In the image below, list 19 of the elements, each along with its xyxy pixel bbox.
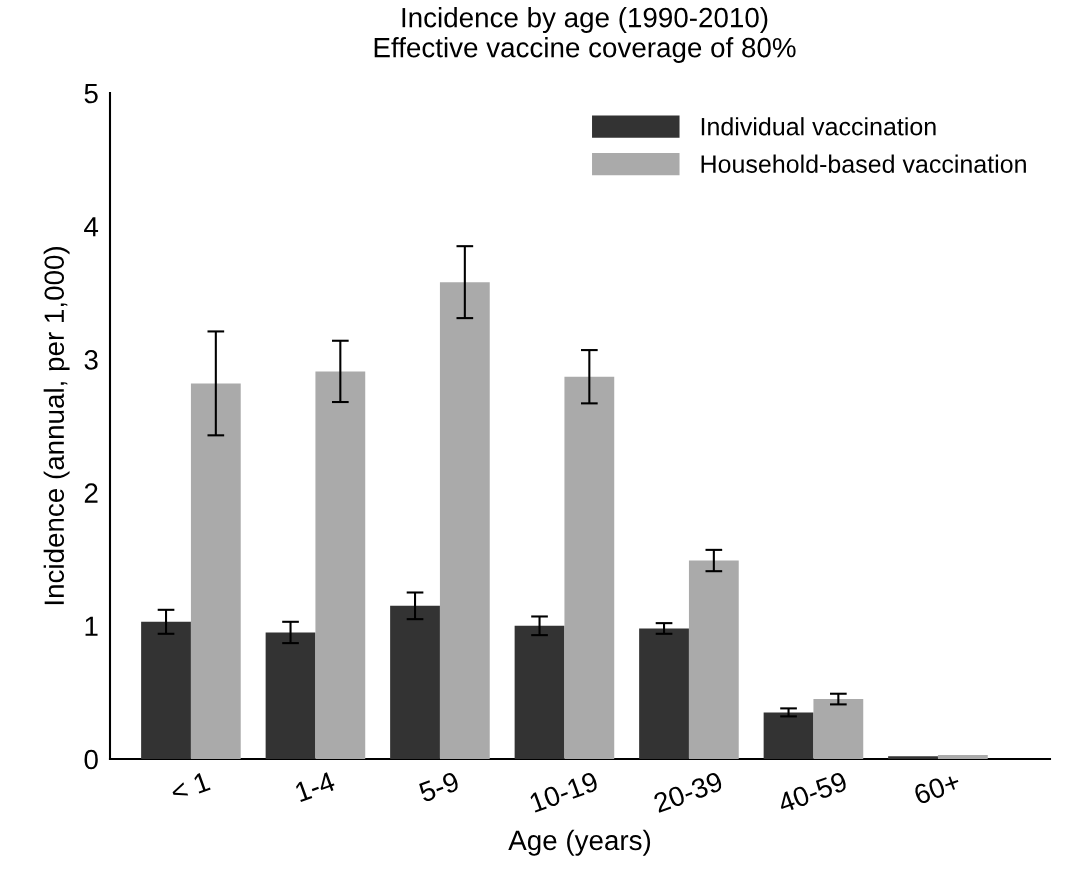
x-tick-label: 40-59 xyxy=(776,771,849,814)
chart-subtitle: Effective vaccine coverage of 80% xyxy=(374,37,796,63)
x-axis-title: Age (years) xyxy=(508,829,651,856)
x-tick-label: 5-9 xyxy=(417,771,461,803)
legend-label: Individual vaccination xyxy=(701,117,936,136)
y-tick-label: 2 xyxy=(84,483,98,503)
y-tick-label: 5 xyxy=(84,83,98,104)
legend-label: Household-based vaccination xyxy=(701,154,1026,173)
x-tick-label: 10-19 xyxy=(528,771,600,813)
y-tick-label: 4 xyxy=(84,217,99,237)
x-tick-label: 20-39 xyxy=(652,771,724,814)
y-tick-label: 0 xyxy=(84,749,98,770)
chart-title: Incidence by age (1990-2010) xyxy=(402,7,768,33)
y-tick-label: 1 xyxy=(85,616,98,636)
y-tick-label: 3 xyxy=(84,350,98,370)
y-axis-title: Incidence (annual, per 1,000) xyxy=(43,247,70,605)
x-tick-label: 60+ xyxy=(912,771,962,805)
x-tick-label: < 1 xyxy=(169,771,211,803)
x-tick-label: 1-4 xyxy=(294,771,336,803)
